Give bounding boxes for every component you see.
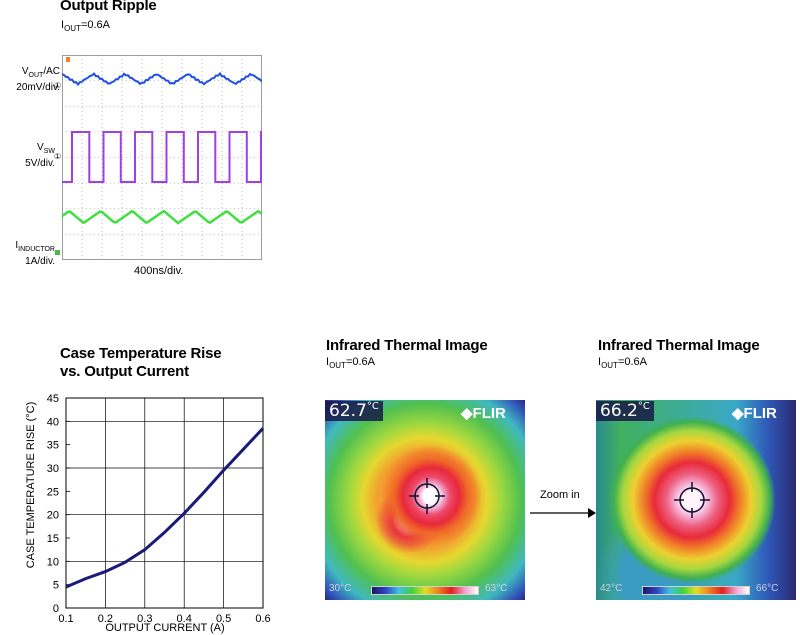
chart-y-tick-label: 45: [47, 393, 59, 405]
chart-x-tick-label: 0.1: [58, 613, 73, 625]
chart-subtitle: vs. Output Current: [60, 363, 189, 380]
chart-y-tick-label: 5: [53, 580, 59, 592]
chart-x-tick-label: 0.5: [216, 613, 231, 625]
chart-x-axis-label: OUTPUT CURRENT (A): [105, 622, 224, 634]
thermal1-flir-logo: ◆FLIR: [461, 405, 506, 422]
time-scale-label: 400ns/div.: [134, 265, 184, 277]
thermal1-scale-max: 63°C: [485, 583, 508, 594]
chart-y-tick-label: 15: [47, 533, 59, 545]
vsw-channel-label: VSW 5V/div.: [25, 142, 55, 169]
chart-y-axis-label: CASE TEMPERATURE RISE (°C): [25, 402, 37, 569]
oscilloscope-display: [62, 55, 262, 260]
chart-title: Case Temperature Rise: [60, 345, 222, 362]
ch3-marker-icon: [55, 250, 60, 255]
inductor-channel-label: IINDUCTOR 1A/div.: [15, 240, 55, 267]
chart-plot-frame: [65, 397, 264, 609]
chart-x-tick-label: 0.2: [98, 613, 113, 625]
chart-y-tick-label: 40: [47, 416, 59, 428]
thermal2-scale-min: 42°C: [600, 583, 623, 594]
temperature-rise-line: [65, 427, 265, 589]
thermal-image-1: 62.7°C ◆FLIR 30°C 63°C: [325, 400, 525, 600]
zoom-in-label: Zoom in: [540, 489, 580, 501]
thermal2-temperature-readout: 66.2°C: [596, 401, 654, 421]
thermal2-title: Infrared Thermal Image: [598, 337, 760, 354]
chart-title-block: Case Temperature Rise vs. Output Current: [60, 345, 222, 381]
thermal2-scale-max: 66°C: [756, 583, 779, 594]
chart-y-tick-label: 25: [47, 486, 59, 498]
scope-subtitle: IOUT=0.6A: [61, 19, 111, 34]
temperature-rise-chart: 0 5 10 15 20 25 30 35 40 45 0.1 0.2 0.3 0.4 0.5 0.6 CA…: [25, 393, 271, 634]
thermal1-title: Infrared Thermal Image: [326, 337, 488, 354]
thermal1-color-scale: [371, 586, 479, 595]
chart-y-tick-label: 30: [47, 463, 59, 475]
zoom-arrow-icon: [530, 508, 596, 518]
ch2-marker-icon: ①: [54, 152, 62, 161]
chart-y-ticks: 0 5 10 15 20 25 30 35 40 45: [47, 393, 70, 615]
inductor-current-trace: [62, 209, 262, 225]
vout-trace: [62, 71, 262, 87]
thermal1-temperature-readout: 62.7°C: [325, 401, 383, 421]
ch1-marker-icon: ①: [54, 81, 62, 90]
thermal1-crosshair-icon: [409, 478, 445, 514]
vsw-trace: [62, 131, 262, 183]
thermal1-subtitle: IOUT=0.6A: [326, 356, 376, 371]
vout-channel-label: VOUT/AC 20mV/div.: [16, 66, 60, 93]
flir-diamond-icon: ◆: [461, 405, 473, 422]
chart-x-tick-label: 0.4: [177, 613, 192, 625]
thermal2-subtitle: IOUT=0.6A: [598, 356, 648, 371]
thermal1-scale-min: 30°C: [329, 583, 352, 594]
trigger-marker: [66, 57, 70, 62]
scope-grid: [62, 55, 262, 260]
thermal2-crosshair-icon: [674, 482, 710, 518]
chart-x-ticks: 0.1 0.2 0.3 0.4 0.5 0.6: [58, 613, 270, 625]
chart-grid: [65, 397, 264, 609]
chart-x-tick-label: 0.3: [137, 613, 152, 625]
thermal2-flir-logo: ◆FLIR: [732, 405, 777, 422]
chart-x-tick-label: 0.6: [255, 613, 270, 625]
chart-y-tick-label: 20: [47, 510, 59, 522]
thermal-image-2: 66.2°C ◆FLIR 42°C 66°C: [596, 400, 796, 600]
chart-y-tick-label: 0: [53, 603, 59, 615]
chart-y-tick-label: 10: [47, 556, 59, 568]
thermal2-color-scale: [642, 586, 750, 595]
scope-title: Output Ripple: [60, 0, 157, 14]
chart-y-tick-label: 35: [47, 440, 59, 452]
flir-diamond-icon: ◆: [732, 405, 744, 422]
